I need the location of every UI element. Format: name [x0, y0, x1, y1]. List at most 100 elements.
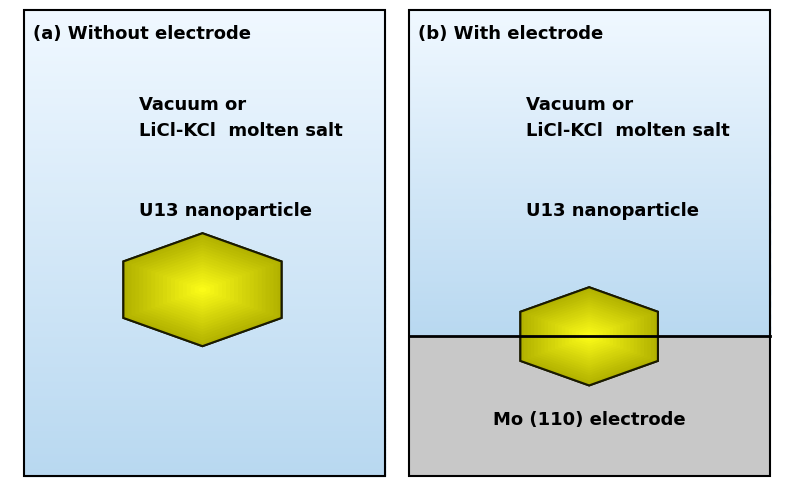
Bar: [409, 251, 770, 252]
Bar: [24, 432, 385, 435]
Bar: [409, 131, 770, 133]
Bar: [409, 161, 770, 162]
Bar: [409, 14, 770, 15]
Bar: [409, 118, 770, 120]
Bar: [24, 378, 385, 380]
Bar: [24, 33, 385, 35]
Bar: [409, 239, 770, 241]
Bar: [24, 227, 385, 229]
Bar: [409, 298, 770, 300]
Bar: [24, 421, 385, 423]
Polygon shape: [143, 247, 262, 332]
Bar: [24, 196, 385, 198]
Bar: [24, 45, 385, 47]
Bar: [24, 61, 385, 63]
Bar: [409, 93, 770, 95]
Bar: [24, 451, 385, 453]
Bar: [409, 36, 770, 38]
Bar: [409, 88, 770, 89]
Bar: [24, 459, 385, 461]
Bar: [24, 179, 385, 181]
Bar: [409, 70, 770, 72]
Bar: [24, 20, 385, 22]
Bar: [409, 51, 770, 52]
Bar: [409, 181, 770, 183]
Bar: [409, 99, 770, 100]
Bar: [409, 218, 770, 220]
Bar: [24, 406, 385, 408]
Bar: [24, 241, 385, 243]
Bar: [409, 202, 770, 204]
Bar: [24, 218, 385, 220]
Bar: [409, 257, 770, 259]
Bar: [409, 50, 770, 51]
Bar: [409, 156, 770, 158]
Bar: [409, 170, 770, 172]
Bar: [409, 35, 770, 37]
Bar: [409, 212, 770, 214]
Bar: [409, 39, 770, 40]
Bar: [24, 333, 385, 335]
Bar: [24, 415, 385, 417]
Bar: [24, 408, 385, 409]
Bar: [409, 238, 770, 240]
Bar: [409, 153, 770, 155]
Bar: [24, 98, 385, 100]
Bar: [409, 219, 770, 221]
Bar: [409, 312, 770, 313]
Bar: [24, 409, 385, 411]
Bar: [409, 130, 770, 132]
Bar: [24, 159, 385, 161]
Bar: [24, 194, 385, 196]
Bar: [24, 39, 385, 41]
Bar: [24, 314, 385, 316]
Bar: [409, 309, 770, 310]
Bar: [24, 238, 385, 240]
Bar: [409, 302, 770, 303]
Bar: [24, 174, 385, 176]
Bar: [409, 71, 770, 73]
Bar: [24, 434, 385, 436]
Bar: [24, 55, 385, 56]
Bar: [24, 213, 385, 215]
Bar: [24, 204, 385, 206]
Bar: [24, 64, 385, 66]
Bar: [409, 11, 770, 13]
Bar: [24, 438, 385, 440]
Bar: [409, 204, 770, 206]
Bar: [24, 14, 385, 16]
Text: U13 nanoparticle: U13 nanoparticle: [139, 202, 312, 220]
Text: Mo (110) electrode: Mo (110) electrode: [493, 411, 685, 429]
Bar: [24, 212, 385, 214]
Bar: [409, 16, 770, 18]
Bar: [409, 45, 770, 47]
Bar: [409, 215, 770, 217]
Bar: [409, 144, 770, 146]
Bar: [409, 53, 770, 55]
Bar: [409, 334, 770, 335]
Bar: [409, 292, 770, 294]
Bar: [409, 94, 770, 96]
Bar: [24, 216, 385, 218]
Bar: [409, 168, 770, 170]
Bar: [24, 121, 385, 123]
Bar: [24, 221, 385, 223]
Bar: [409, 241, 770, 243]
Bar: [24, 205, 385, 207]
Bar: [409, 314, 770, 316]
Bar: [24, 345, 385, 347]
Bar: [24, 426, 385, 428]
Bar: [409, 291, 770, 293]
Bar: [409, 246, 770, 247]
Bar: [24, 232, 385, 234]
Bar: [24, 347, 385, 349]
Bar: [24, 134, 385, 136]
Bar: [24, 362, 385, 364]
Bar: [24, 271, 385, 273]
Bar: [24, 468, 385, 470]
Bar: [24, 210, 385, 212]
Bar: [409, 80, 770, 82]
Bar: [24, 253, 385, 255]
Bar: [24, 395, 385, 397]
Bar: [409, 89, 770, 90]
